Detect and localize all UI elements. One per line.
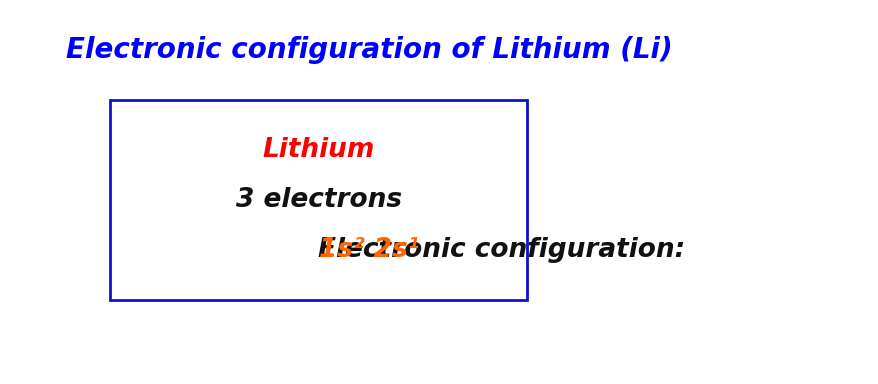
Text: Electronic configuration of Lithium (Li): Electronic configuration of Lithium (Li) [66, 36, 672, 64]
Text: Lithium: Lithium [263, 137, 374, 163]
Text: Electronic configuration:: Electronic configuration: [0, 383, 1, 384]
Text: Electronic configuration:: Electronic configuration: [318, 237, 694, 263]
Text: Electronic configuration: 1s² 2s¹: Electronic configuration: 1s² 2s¹ [0, 383, 1, 384]
Text: 3 electrons: 3 electrons [235, 187, 401, 213]
FancyBboxPatch shape [110, 100, 527, 300]
Text: 1s² 2s¹: 1s² 2s¹ [319, 237, 419, 263]
